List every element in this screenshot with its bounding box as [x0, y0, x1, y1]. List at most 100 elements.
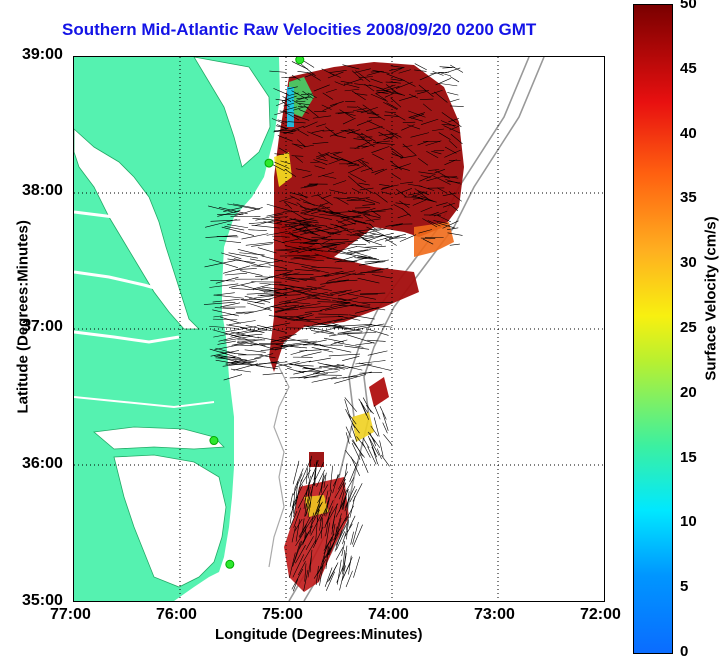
colorbar-tick: 40	[680, 125, 697, 142]
station-north	[296, 57, 304, 64]
velocity-arrow	[450, 244, 460, 245]
velocity-patch-orange	[414, 222, 454, 257]
velocity-arrow	[440, 67, 453, 68]
map-canvas	[74, 57, 604, 601]
station-hatteras-north	[210, 437, 218, 445]
velocity-arrow	[368, 351, 388, 355]
colorbar-tick: 35	[680, 189, 697, 206]
velocity-arrow	[450, 99, 459, 102]
velocity-arrow	[301, 352, 321, 357]
velocity-arrow	[312, 377, 337, 382]
velocity-arrow	[249, 296, 273, 299]
x-tick: 76:00	[156, 606, 197, 624]
x-tick: 73:00	[474, 606, 515, 624]
velocity-arrow	[326, 572, 334, 591]
velocity-arrow	[263, 373, 283, 375]
velocity-arrow	[447, 92, 458, 95]
velocity-arrow	[372, 447, 377, 457]
velocity-arrow	[234, 259, 263, 267]
velocity-arrow	[374, 405, 380, 419]
velocity-arrow	[367, 329, 388, 335]
colorbar-tick: 45	[680, 60, 697, 77]
colorbar-tick: 30	[680, 254, 697, 271]
velocity-arrow	[439, 72, 451, 76]
velocity-patch-south-1	[369, 377, 389, 407]
x-tick: 74:00	[368, 606, 409, 624]
velocity-arrow	[400, 235, 416, 242]
velocity-arrow	[291, 350, 307, 354]
velocity-arrow	[287, 368, 304, 373]
velocity-arrow	[240, 271, 262, 276]
y-tick: 39:00	[22, 46, 63, 64]
velocity-arrow	[348, 244, 366, 245]
velocity-arrow	[345, 397, 357, 411]
colorbar	[633, 4, 673, 654]
velocity-arrow	[342, 356, 359, 360]
velocity-arrow	[364, 246, 386, 247]
colorbar-label: Surface Velocity (cm/s)	[703, 184, 720, 414]
map-frame	[73, 56, 605, 602]
velocity-arrow	[247, 303, 272, 311]
velocity-arrow	[345, 486, 355, 508]
y-tick: 36:00	[22, 455, 63, 473]
velocity-arrow	[374, 417, 379, 436]
y-tick: 38:00	[22, 182, 63, 200]
y-axis-label: Latitude (Degrees:Minutes)	[15, 224, 32, 414]
velocity-arrow	[450, 77, 459, 82]
velocity-arrow	[380, 440, 384, 456]
velocity-arrow	[229, 321, 256, 325]
velocity-arrow	[383, 434, 392, 445]
velocity-arrow	[290, 493, 293, 506]
colorbar-tick: 0	[680, 643, 688, 660]
velocity-arrow	[289, 365, 314, 366]
velocity-arrow	[450, 65, 463, 72]
velocity-arrow	[290, 377, 319, 378]
velocity-arrow	[380, 406, 386, 419]
velocity-arrow	[355, 343, 374, 345]
velocity-arrow	[312, 347, 333, 352]
colorbar-tick: 25	[680, 319, 697, 336]
velocity-arrow	[258, 248, 277, 254]
colorbar-tick: 50	[680, 0, 697, 12]
velocity-arrow	[345, 450, 356, 464]
velocity-arrow	[350, 496, 355, 518]
velocity-arrow	[359, 363, 391, 371]
velocity-arrow	[242, 234, 269, 239]
x-tick: 75:00	[262, 606, 303, 624]
colorbar-tick: 10	[680, 513, 697, 530]
velocity-arrow	[359, 372, 382, 373]
velocity-arrow	[309, 358, 331, 362]
velocity-arrow	[231, 288, 254, 290]
velocity-arrow	[231, 369, 251, 372]
station-hatteras-south	[226, 560, 234, 568]
velocity-arrow	[344, 346, 369, 349]
velocity-arrow	[225, 273, 247, 275]
velocity-arrow	[248, 230, 267, 231]
velocity-arrow	[293, 370, 314, 374]
colorbar-tick: 15	[680, 449, 697, 466]
station-cape-may	[265, 159, 273, 167]
velocity-arrow	[346, 571, 352, 587]
velocity-arrow	[244, 308, 270, 314]
colorbar-tick: 20	[680, 384, 697, 401]
velocity-arrow	[359, 260, 389, 265]
velocity-arrow	[372, 437, 380, 448]
velocity-arrow	[361, 402, 367, 415]
velocity-arrow	[229, 253, 258, 258]
velocity-arrow	[295, 361, 311, 364]
x-tick: 77:00	[50, 606, 91, 624]
velocity-arrow	[353, 557, 359, 578]
velocity-arrow	[255, 276, 273, 277]
velocity-arrow	[246, 242, 274, 245]
velocity-arrow	[383, 413, 389, 431]
velocity-arrow	[297, 71, 311, 73]
chart-title: Southern Mid-Atlantic Raw Velocities 200…	[62, 20, 536, 40]
colorbar-tick: 5	[680, 578, 688, 595]
velocity-arrow	[221, 253, 241, 259]
velocity-patch-cyan	[287, 87, 294, 127]
velocity-arrow	[250, 342, 274, 349]
velocity-arrow	[383, 423, 388, 434]
velocity-arrow	[227, 259, 255, 263]
x-axis-label: Longitude (Degrees:Minutes)	[215, 626, 423, 643]
x-tick: 72:00	[580, 606, 621, 624]
